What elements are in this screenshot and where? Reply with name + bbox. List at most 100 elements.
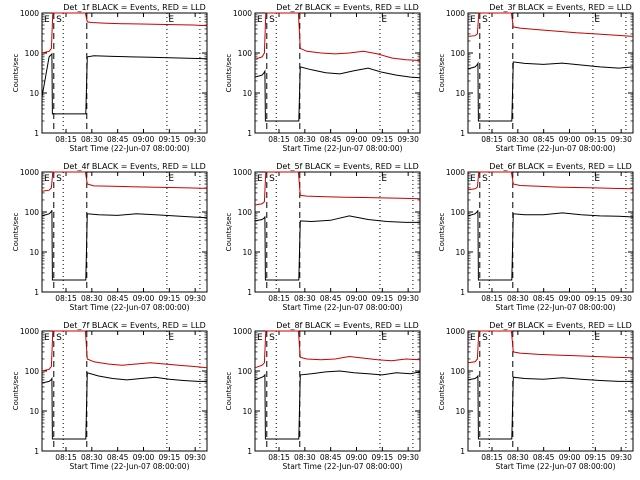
plot-frame bbox=[41, 330, 208, 452]
marker-label-s: S bbox=[56, 15, 62, 25]
y-tick-label: 100 bbox=[238, 208, 253, 217]
y-tick-label: 100 bbox=[451, 208, 466, 217]
series-line-events bbox=[467, 61, 634, 122]
x-axis-label: Start Time (22-Jun-07 08:00:00) bbox=[70, 462, 190, 471]
series-line-events bbox=[467, 374, 633, 440]
series-line-lld bbox=[254, 12, 421, 61]
x-tick-label: 08:45 bbox=[107, 453, 129, 462]
chart-panel-8: Det_8f BLACK = Events, RED = LLD 1 10 100 10… bbox=[225, 321, 421, 471]
marker-label-e: E bbox=[257, 333, 263, 343]
x-tick-label: 09:00 bbox=[559, 294, 581, 303]
marker-label-s: S bbox=[269, 174, 275, 184]
plot-frame bbox=[41, 171, 208, 293]
y-tick-label: 1 bbox=[34, 447, 39, 456]
plot-frame bbox=[254, 12, 421, 134]
x-tick-label: 09:00 bbox=[133, 294, 155, 303]
chart-panel-2: Det_2f BLACK = Events, RED = LLD 1 10 100 10… bbox=[225, 3, 421, 153]
marker-label-s: S bbox=[269, 15, 275, 25]
x-tick-label: 08:15 bbox=[481, 453, 503, 462]
y-tick-label: 1000 bbox=[233, 9, 252, 18]
panel-title: Det_5f BLACK = Events, RED = LLD bbox=[276, 162, 419, 171]
y-tick-label: 1 bbox=[34, 288, 39, 297]
marker-label-e: E bbox=[44, 174, 50, 184]
series-line-events bbox=[254, 66, 421, 122]
marker-label-e: E bbox=[594, 174, 600, 184]
x-tick-label: 08:15 bbox=[268, 135, 290, 144]
x-tick-label: 09:15 bbox=[372, 135, 394, 144]
panel-title: Det_4f BLACK = Events, RED = LLD bbox=[63, 162, 206, 171]
x-tick-label: 09:30 bbox=[610, 135, 632, 144]
x-tick-label: 08:30 bbox=[81, 294, 103, 303]
y-tick-label: 10 bbox=[29, 89, 39, 98]
y-tick-label: 1 bbox=[34, 129, 39, 138]
x-axis-label: Start Time (22-Jun-07 08:00:00) bbox=[70, 303, 190, 312]
x-tick-label: 08:45 bbox=[320, 453, 342, 462]
x-tick-label: 08:30 bbox=[81, 135, 103, 144]
series-line-lld bbox=[41, 171, 208, 192]
chart-panel-9: Det_9f BLACK = Events, RED = LLD 1 10 100 10… bbox=[438, 321, 634, 471]
plot-frame bbox=[467, 171, 634, 293]
plot-frame bbox=[467, 12, 634, 134]
panel-title: Det_3f BLACK = Events, RED = LLD bbox=[489, 3, 632, 12]
marker-label-e: E bbox=[470, 333, 476, 343]
x-tick-label: 08:30 bbox=[507, 294, 529, 303]
marker-label-e: E bbox=[381, 174, 387, 184]
series-line-events bbox=[254, 370, 421, 440]
series-line-lld bbox=[467, 12, 634, 37]
y-tick-label: 10 bbox=[455, 407, 465, 416]
x-tick-label: 08:45 bbox=[533, 135, 555, 144]
x-tick-label: 09:00 bbox=[559, 135, 581, 144]
y-tick-label: 1000 bbox=[20, 327, 39, 336]
y-tick-label: 1 bbox=[247, 129, 252, 138]
panel-title: Det_8f BLACK = Events, RED = LLD bbox=[276, 321, 419, 330]
y-tick-label: 1000 bbox=[446, 327, 465, 336]
series-line-events bbox=[41, 372, 207, 440]
plot-frame bbox=[41, 12, 208, 134]
x-tick-label: 09:30 bbox=[610, 294, 632, 303]
x-tick-label: 09:00 bbox=[346, 135, 368, 144]
x-axis-label: Start Time (22-Jun-07 08:00:00) bbox=[496, 144, 616, 153]
x-axis-label: Start Time (22-Jun-07 08:00:00) bbox=[283, 144, 403, 153]
x-tick-label: 09:15 bbox=[159, 294, 181, 303]
x-tick-label: 09:15 bbox=[372, 453, 394, 462]
x-tick-label: 09:15 bbox=[585, 294, 607, 303]
marker-label-s: S bbox=[269, 333, 275, 343]
x-tick-label: 08:45 bbox=[533, 453, 555, 462]
x-tick-label: 09:30 bbox=[610, 453, 632, 462]
x-tick-label: 08:15 bbox=[268, 294, 290, 303]
marker-label-e: E bbox=[44, 333, 50, 343]
x-tick-label: 09:00 bbox=[559, 453, 581, 462]
y-tick-label: 1000 bbox=[446, 9, 465, 18]
marker-label-e: E bbox=[594, 15, 600, 25]
series-line-events bbox=[41, 210, 208, 281]
series-line-events bbox=[467, 210, 634, 281]
y-tick-label: 10 bbox=[455, 89, 465, 98]
x-tick-label: 09:30 bbox=[184, 135, 206, 144]
x-tick-label: 08:30 bbox=[507, 135, 529, 144]
x-tick-label: 08:15 bbox=[55, 294, 77, 303]
y-axis-label: Counts/sec bbox=[438, 372, 446, 411]
y-tick-label: 10 bbox=[455, 248, 465, 257]
x-tick-label: 09:30 bbox=[397, 135, 419, 144]
panel-title: Det_2f BLACK = Events, RED = LLD bbox=[276, 3, 419, 12]
marker-label-e: E bbox=[470, 174, 476, 184]
y-tick-label: 10 bbox=[242, 248, 252, 257]
marker-label-s: S bbox=[56, 333, 62, 343]
y-tick-label: 1000 bbox=[446, 168, 465, 177]
y-axis-label: Counts/sec bbox=[438, 54, 446, 93]
marker-label-e: E bbox=[168, 174, 174, 184]
panel-title: Det_6f BLACK = Events, RED = LLD bbox=[489, 162, 632, 171]
marker-label-e: E bbox=[470, 15, 476, 25]
x-tick-label: 09:15 bbox=[585, 135, 607, 144]
plot-frame bbox=[254, 330, 421, 452]
y-tick-label: 10 bbox=[29, 248, 39, 257]
x-tick-label: 09:15 bbox=[159, 135, 181, 144]
x-tick-label: 09:15 bbox=[159, 453, 181, 462]
y-axis-label: Counts/sec bbox=[225, 213, 233, 252]
y-tick-label: 1 bbox=[247, 447, 252, 456]
y-tick-label: 100 bbox=[25, 367, 40, 376]
marker-label-e: E bbox=[257, 174, 263, 184]
y-tick-label: 1 bbox=[460, 288, 465, 297]
series-line-lld bbox=[254, 330, 421, 369]
